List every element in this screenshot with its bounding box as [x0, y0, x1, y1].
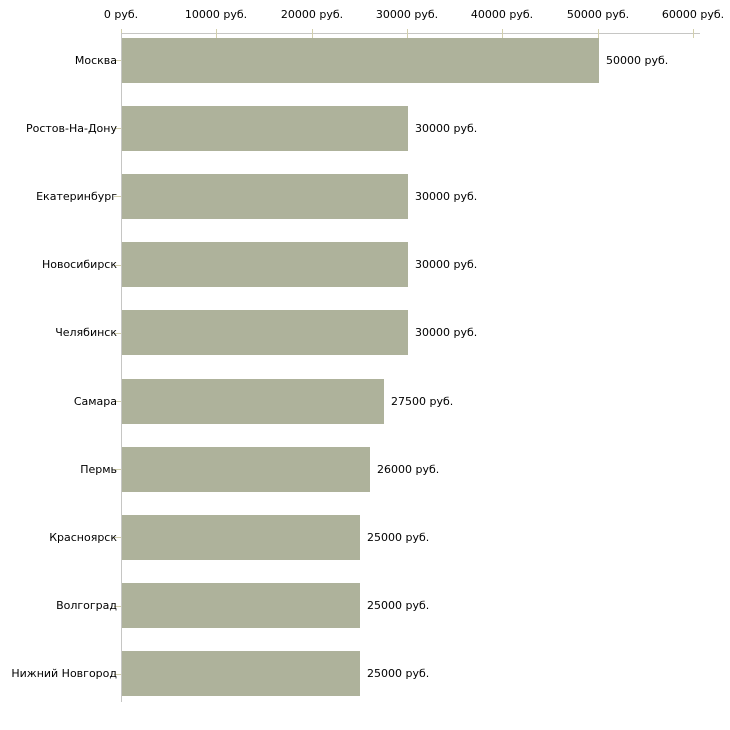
y-tick-mark — [114, 196, 121, 197]
y-axis-line — [121, 33, 122, 702]
y-tick-mark — [114, 401, 121, 402]
x-tick-label: 30000 руб. — [375, 8, 439, 21]
y-tick-mark — [114, 128, 121, 129]
category-label: Красноярск — [49, 531, 117, 544]
category-label: Ростов-На-Дону — [25, 122, 117, 135]
bar-8 — [122, 514, 360, 560]
category-label: Москва — [74, 54, 117, 67]
value-label: 30000 руб. — [415, 122, 478, 135]
value-label: 30000 руб. — [415, 190, 478, 203]
category-label: Пермь — [80, 463, 117, 476]
x-tick-mark — [502, 29, 503, 38]
value-label: 26000 руб. — [377, 463, 440, 476]
bar-3 — [122, 173, 408, 219]
value-label: 27500 руб. — [391, 395, 454, 408]
value-label: 30000 руб. — [415, 326, 478, 339]
x-tick-mark — [216, 29, 217, 38]
bar-5 — [122, 310, 408, 356]
category-label: Екатеринбург — [36, 190, 117, 203]
y-tick-mark — [114, 333, 121, 334]
x-tick-mark — [407, 29, 408, 38]
value-label: 25000 руб. — [367, 667, 430, 680]
category-label: Новосибирск — [41, 258, 117, 271]
category-label: Челябинск — [55, 326, 117, 339]
category-label: Самара — [73, 395, 117, 408]
x-tick-mark — [312, 29, 313, 38]
x-tick-label: 50000 руб. — [566, 8, 630, 21]
bar-1 — [122, 37, 599, 83]
bar-6 — [122, 378, 384, 424]
value-label: 25000 руб. — [367, 531, 430, 544]
y-tick-mark — [114, 674, 121, 675]
bar-4 — [122, 242, 408, 288]
x-tick-mark — [598, 29, 599, 38]
bar-7 — [122, 446, 370, 492]
value-label: 25000 руб. — [367, 599, 430, 612]
x-tick-label: 20000 руб. — [280, 8, 344, 21]
x-tick-label: 0 руб. — [103, 8, 139, 21]
category-label: Нижний Новгород — [11, 667, 117, 680]
x-tick-label: 10000 руб. — [184, 8, 248, 21]
category-label: Волгоград — [56, 599, 117, 612]
value-label: 50000 руб. — [606, 54, 669, 67]
x-axis-line — [121, 33, 700, 34]
x-tick-label: 40000 руб. — [470, 8, 534, 21]
bar-9 — [122, 583, 360, 629]
y-tick-mark — [114, 469, 121, 470]
y-tick-mark — [114, 60, 121, 61]
y-tick-mark — [114, 265, 121, 266]
y-tick-mark — [114, 606, 121, 607]
bar-10 — [122, 651, 360, 697]
x-tick-label: 60000 руб. — [661, 8, 725, 21]
x-tick-mark — [693, 29, 694, 38]
y-tick-mark — [114, 537, 121, 538]
value-label: 30000 руб. — [415, 258, 478, 271]
bar-2 — [122, 105, 408, 151]
